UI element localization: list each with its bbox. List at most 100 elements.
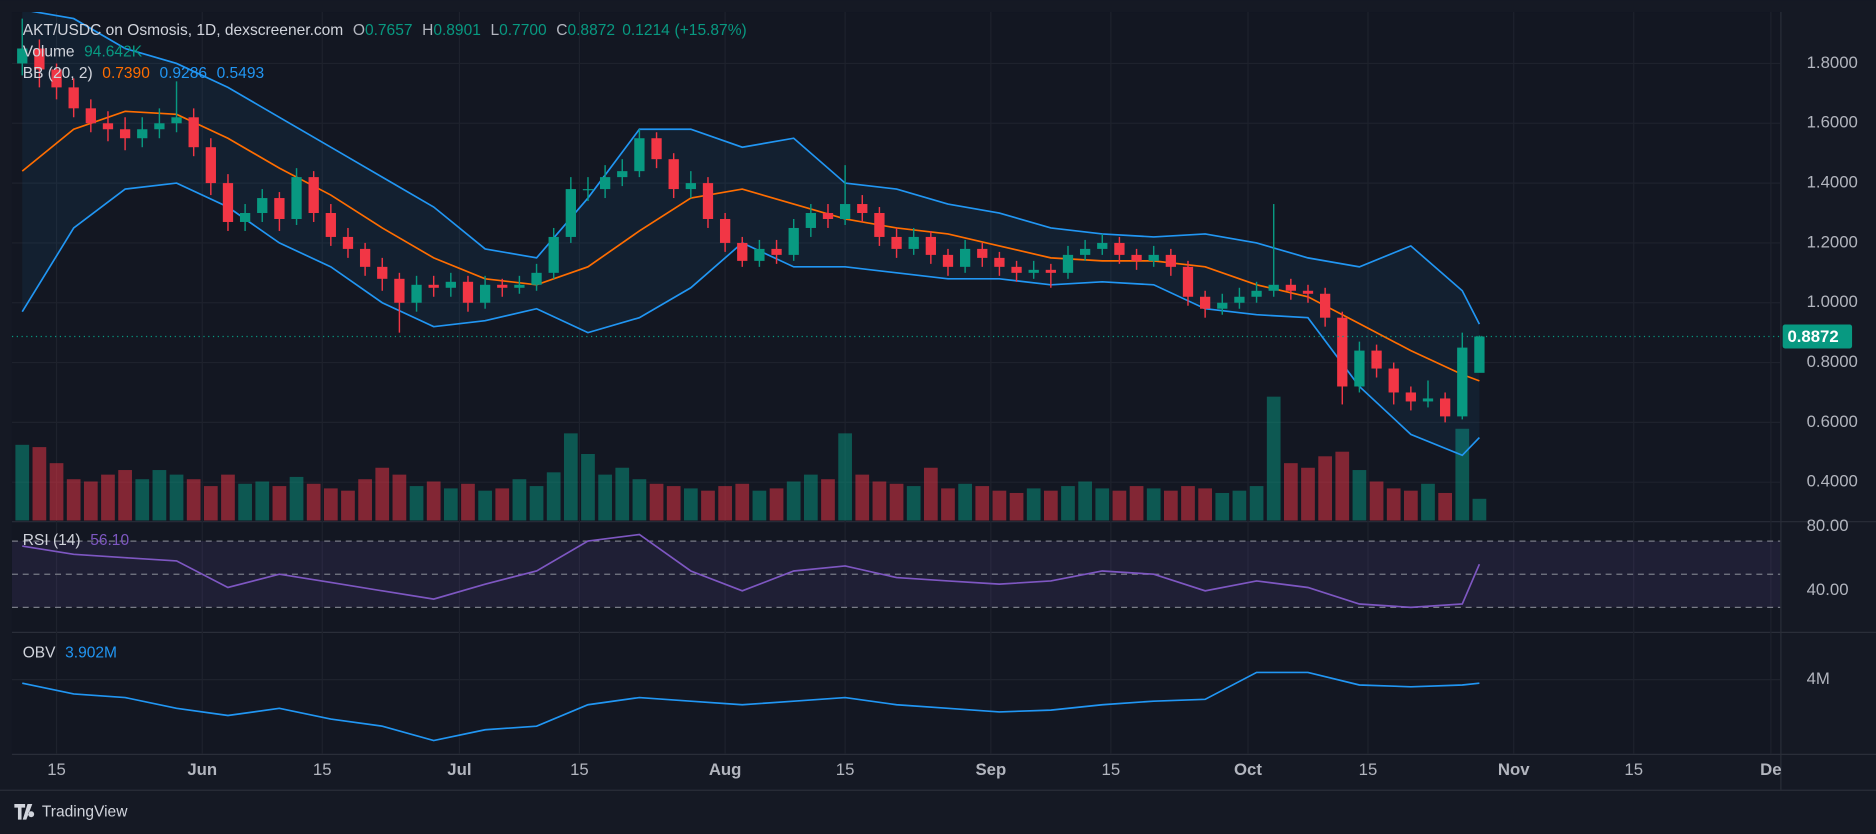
candle-body [85, 108, 96, 124]
candle-body [291, 177, 302, 219]
candle-body [1268, 284, 1279, 291]
candle-body [154, 123, 165, 130]
volume-bar [735, 483, 750, 521]
brand-logo[interactable]: TradingView [14, 804, 128, 821]
volume-bar [581, 453, 595, 521]
candle-body [1131, 254, 1142, 261]
legend-row: OBV 3.902M [23, 644, 117, 661]
y-tick-label: 0.4000 [1807, 472, 1858, 491]
volume-bar [186, 479, 201, 521]
legend-item: 0.1214 [622, 22, 670, 39]
candle-body [1217, 302, 1228, 309]
candle-body [548, 236, 559, 273]
volume-bar [889, 483, 904, 521]
legend-item: 94.642K [84, 44, 143, 61]
legend-item: (+15.87%) [675, 22, 747, 39]
legend-item: OBV [23, 644, 56, 661]
volume-bar [1386, 488, 1401, 521]
candle-body [411, 284, 422, 303]
rsi-line [22, 533, 1481, 609]
candle-body [479, 284, 491, 303]
y-tick-label: 0.6000 [1807, 412, 1858, 431]
labels: 0.4000 0.6000 0.8000 1.0000 1.2000 1.4000 1.60… [11, 22, 1858, 779]
volume-bar [769, 488, 784, 521]
volume-bar [495, 488, 510, 521]
candle-body [462, 281, 474, 303]
plot-area [11, 12, 1781, 754]
candle-body [531, 272, 542, 285]
candle-body [51, 69, 62, 88]
volume-bar [238, 483, 252, 521]
volume-bar [15, 444, 30, 521]
x-tick-label: Aug [709, 760, 742, 779]
volume-bar [1026, 488, 1041, 521]
candle-body [1319, 293, 1331, 318]
legend-item: BB (20, 2) [23, 65, 93, 82]
x-tick-label: 15 [1102, 760, 1121, 779]
x-tick-label: 15 [313, 760, 332, 779]
x-tick-label: 15 [1359, 760, 1378, 779]
legend-row: AKT/USDC on Osmosis, 1D, dexscreener.com… [23, 22, 747, 39]
volume-bar [872, 481, 887, 521]
candle-body [1011, 266, 1022, 273]
candle-body [274, 198, 285, 219]
volume-bar [478, 490, 492, 521]
volume-bar [392, 474, 407, 521]
legend-item: 0.8872 [567, 22, 615, 39]
volume-bar [1112, 490, 1127, 521]
candle-body [171, 117, 182, 124]
volume-bar [1421, 483, 1435, 521]
x-tick-label: Nov [1498, 760, 1530, 779]
y-tick-label: 1.6000 [1807, 113, 1858, 132]
logo-mark [14, 804, 35, 820]
volume-bar [752, 490, 767, 521]
price-badge [1782, 324, 1853, 349]
bb-fill [22, 12, 1480, 456]
volume-bar [1215, 492, 1230, 521]
candle-body [1251, 290, 1262, 297]
volume-bar [838, 433, 852, 521]
rsi-tick-label: 80.00 [1807, 516, 1849, 535]
candle-body [857, 204, 868, 214]
candle-body [822, 213, 834, 219]
volume-bar [941, 488, 955, 521]
volume-bar [958, 483, 972, 521]
candle-body [1097, 242, 1108, 249]
volume-bar [221, 474, 235, 521]
candle-body [1388, 368, 1399, 393]
legend-item: 0.7657 [365, 22, 413, 39]
volume-bar [118, 470, 132, 521]
candle-body [719, 218, 731, 243]
candle-body [1474, 336, 1485, 373]
x-tick-label: 15 [47, 760, 66, 779]
legend-item: Volume [23, 44, 75, 61]
volume-bar [598, 474, 612, 521]
candle-body [68, 87, 79, 109]
candle-body [737, 242, 748, 261]
legend-item: 0.8901 [433, 22, 481, 39]
volume-bar [1129, 486, 1144, 521]
volume-bar [1318, 456, 1332, 521]
candle-body [977, 248, 988, 258]
candle-body [925, 236, 936, 255]
volume-bar [529, 486, 544, 521]
candle-body [1182, 266, 1194, 297]
volume-bar [821, 479, 835, 521]
candle-body [1371, 350, 1382, 369]
candle-body [994, 257, 1005, 267]
candle-body [891, 236, 902, 249]
candle-body [1028, 269, 1039, 273]
legend-row: RSI (14) 56.10 [23, 532, 130, 549]
volume-bar [152, 470, 167, 521]
x-tick-label: De [1760, 760, 1781, 779]
volume-bar [101, 474, 115, 521]
candle-body [17, 48, 28, 64]
candle-body [839, 204, 851, 219]
obv-layer [22, 671, 1480, 742]
candle-body [1062, 254, 1074, 273]
price-badge-label: 0.8872 [1787, 327, 1838, 346]
volume-bar [1301, 467, 1315, 521]
candle-body [874, 213, 885, 237]
candle-body [428, 284, 439, 288]
